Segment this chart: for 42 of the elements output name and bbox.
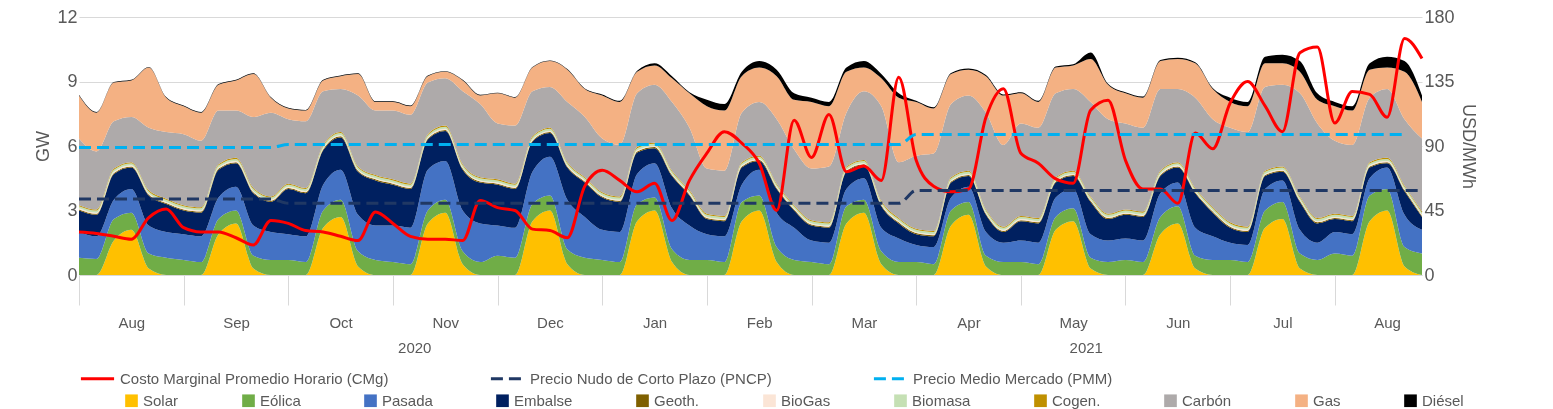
legend-label: Embalse bbox=[514, 391, 573, 409]
legend-label: Eólica bbox=[260, 391, 302, 409]
legend-label: Costo Marginal Promedio Horario (CMg) bbox=[120, 369, 389, 387]
y2-axis-title: USD/MWh bbox=[1458, 104, 1479, 189]
y2-tick-label: 135 bbox=[1424, 71, 1455, 91]
x-tick-label: Oct bbox=[329, 313, 354, 331]
legend-label: Cogen. bbox=[1052, 391, 1101, 409]
y-tick-label: 9 bbox=[67, 71, 78, 91]
line-series bbox=[77, 37, 1424, 247]
x-tick-label: Apr bbox=[957, 313, 981, 331]
text: 2020 bbox=[398, 339, 432, 356]
y-tick-label: 3 bbox=[67, 200, 78, 220]
x-tick-label: Mar bbox=[851, 313, 878, 331]
x-tick-label: Jan bbox=[642, 313, 668, 331]
legend-label: Diésel bbox=[1422, 391, 1464, 409]
y-tick-label: 6 bbox=[67, 135, 78, 156]
x-tick-label: Nov bbox=[432, 313, 460, 331]
y2-tick-label: 180 bbox=[1424, 6, 1455, 27]
y2-tick-label: 0 bbox=[1424, 264, 1435, 285]
legend-label: Precio Medio Mercado (PMM) bbox=[913, 369, 1113, 387]
y2-tick-label: 90 bbox=[1424, 135, 1445, 156]
x-tick-label: Jun bbox=[1166, 313, 1191, 331]
y2-tick-label: 45 bbox=[1424, 200, 1445, 220]
legend-label: Geoth. bbox=[654, 391, 700, 409]
x-tick-label: Jul bbox=[1273, 313, 1293, 331]
legend-label: Carbón bbox=[1182, 391, 1232, 409]
text: 2021 bbox=[1069, 339, 1103, 356]
legend-label: Gas bbox=[1313, 391, 1341, 409]
y-tick-label: 12 bbox=[57, 6, 78, 27]
y-tick-label: 0 bbox=[67, 264, 78, 285]
x-tick-label: Aug bbox=[118, 313, 146, 331]
legend-label: BioGas bbox=[781, 391, 831, 409]
x-tick-label: Feb bbox=[746, 313, 773, 331]
legend-label: Solar bbox=[143, 391, 179, 409]
legend-label: Precio Nudo de Corto Plazo (PNCP) bbox=[530, 369, 772, 387]
y-axis-title: GW bbox=[33, 131, 54, 162]
legend-label: Biomasa bbox=[912, 391, 972, 409]
x-tick-label: Dec bbox=[537, 313, 565, 331]
x-tick-label: Aug bbox=[1374, 313, 1401, 331]
x-tick-label: May bbox=[1059, 313, 1089, 331]
x-tick-label: Sep bbox=[223, 313, 250, 331]
legend-label: Pasada bbox=[382, 391, 434, 409]
